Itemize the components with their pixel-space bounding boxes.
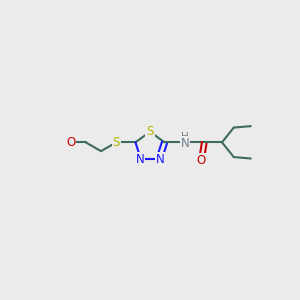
Text: N: N (136, 153, 145, 166)
Text: N: N (181, 137, 190, 150)
Text: H: H (181, 132, 189, 142)
Text: O: O (66, 136, 75, 149)
Text: S: S (112, 136, 120, 149)
Text: N: N (155, 153, 164, 166)
Text: S: S (146, 125, 154, 138)
Text: O: O (197, 154, 206, 167)
